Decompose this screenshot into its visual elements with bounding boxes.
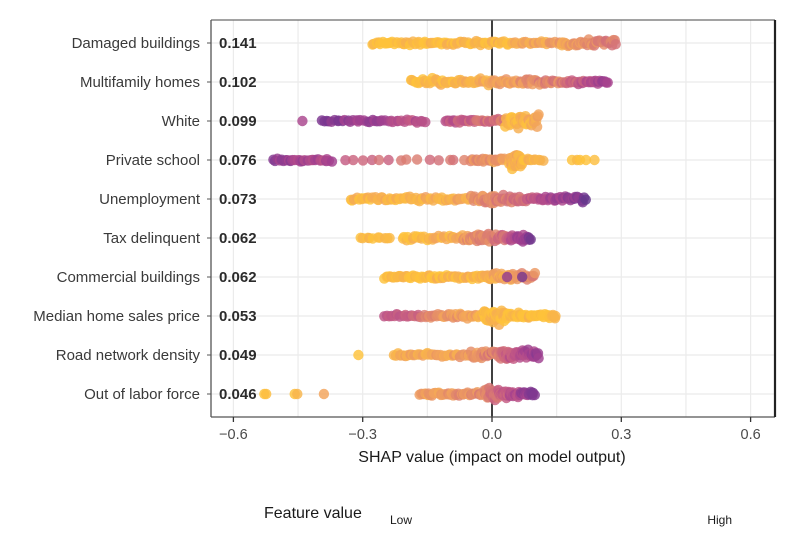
shap-point — [318, 388, 330, 400]
shap-point — [602, 77, 613, 88]
shap-point — [424, 154, 436, 165]
shap-point — [533, 353, 544, 364]
legend-low-label: Low — [390, 513, 412, 527]
feature-importance: 0.046 — [219, 386, 257, 403]
shap-point — [326, 156, 338, 167]
feature-points-row — [297, 109, 544, 134]
shap-point — [433, 155, 444, 166]
shap-point — [610, 39, 621, 50]
shap-point — [529, 267, 541, 279]
feature-importance: 0.053 — [219, 308, 257, 325]
x-tick-label: −0.6 — [219, 427, 248, 443]
shap-point — [580, 154, 592, 166]
shap-point — [373, 154, 385, 166]
shap-point — [411, 154, 423, 165]
feature-points-row — [345, 189, 591, 209]
feature-importance: 0.049 — [219, 347, 257, 364]
feature-label: Out of labor force — [84, 386, 200, 403]
shap-point — [401, 154, 412, 165]
feature-importance: 0.141 — [219, 35, 257, 52]
shap-point — [340, 155, 351, 166]
feature-importance: 0.102 — [219, 74, 257, 91]
shap-point — [348, 154, 359, 166]
shap-point — [384, 232, 395, 244]
legend-high-label: High — [707, 513, 732, 527]
x-axis-label: SHAP value (impact on model output) — [358, 449, 625, 466]
feature-importance: 0.076 — [219, 152, 257, 169]
shap-point — [448, 154, 459, 166]
feature-points-row — [379, 267, 541, 285]
x-tick-label: 0.3 — [611, 427, 631, 443]
legend-title: Feature value — [264, 505, 362, 522]
shap-point — [550, 310, 561, 322]
feature-label: Tax delinquent — [103, 230, 201, 247]
feature-label: Private school — [106, 152, 200, 169]
x-tick-label: 0.6 — [741, 427, 761, 443]
feature-importance: 0.073 — [219, 191, 257, 208]
feature-points-row — [367, 34, 621, 52]
shap-point — [525, 234, 536, 245]
feature-label: Multifamily homes — [80, 74, 200, 91]
feature-label: Road network density — [56, 347, 201, 364]
feature-label: Median home sales price — [33, 308, 200, 325]
shap-point — [420, 116, 431, 128]
feature-points-row — [405, 72, 613, 91]
shap-point — [297, 115, 308, 127]
feature-importance: 0.062 — [219, 230, 257, 247]
color-legend: Feature value Low High — [264, 495, 732, 527]
shap-point — [533, 109, 544, 120]
x-tick-label: −0.3 — [348, 427, 377, 443]
shap-point — [292, 388, 303, 400]
feature-points-row — [353, 344, 544, 364]
feature-label: Commercial buildings — [57, 269, 200, 286]
shap-point — [589, 154, 600, 166]
importance-values: 0.141 0.102 0.099 0.076 0.073 0.062 0.062 0.053… — [219, 35, 257, 403]
feature-label: White — [162, 113, 200, 130]
shap-point — [538, 155, 549, 166]
x-tick-label: 0.0 — [482, 427, 502, 443]
beeswarm-points — [259, 34, 621, 406]
shap-point — [529, 389, 540, 401]
shap-point — [531, 121, 543, 132]
shap-point — [357, 155, 369, 166]
feature-importance: 0.062 — [219, 269, 257, 286]
feature-points-row — [355, 228, 536, 247]
feature-points-row — [379, 305, 561, 330]
feature-importance: 0.099 — [219, 113, 257, 130]
feature-label: Damaged buildings — [72, 35, 200, 52]
x-axis-ticks: −0.6 −0.3 0.0 0.3 0.6 — [219, 417, 761, 443]
feature-labels: Damaged buildings Multifamily homes White P… — [33, 35, 211, 403]
shap-point — [261, 388, 272, 400]
shap-point — [580, 194, 591, 205]
shap-point — [517, 271, 528, 283]
feature-points-row — [268, 150, 600, 175]
plot-frame — [210, 19, 777, 418]
shap-point — [353, 349, 364, 361]
feature-points-row — [259, 382, 540, 406]
shap-point — [383, 154, 394, 166]
feature-label: Unemployment — [99, 191, 201, 208]
shap-point — [501, 271, 513, 283]
